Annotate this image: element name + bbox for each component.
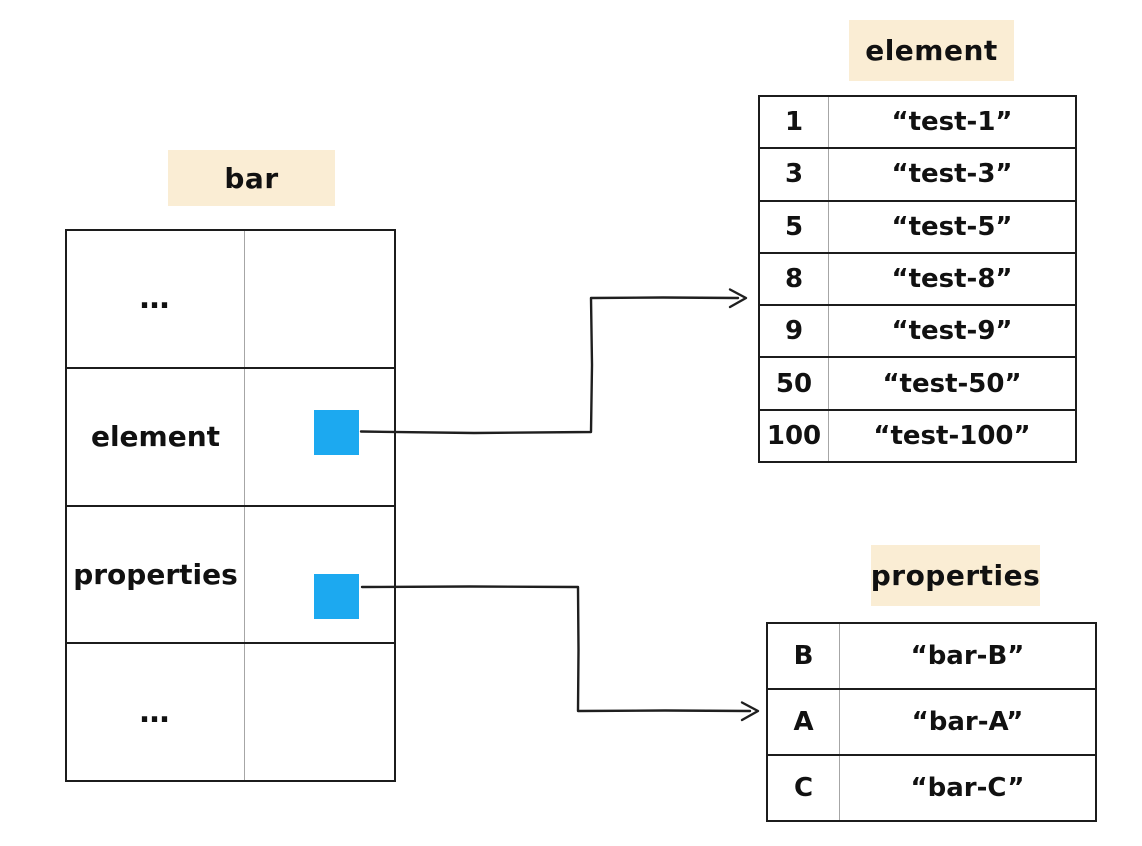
bar-struct-table: … element properties … (65, 229, 396, 782)
table-row: 50 “test-50” (760, 356, 1075, 409)
map-value: “test-8” (828, 253, 1075, 305)
map-value: “bar-B” (839, 624, 1095, 688)
table-row: 5 “test-5” (760, 199, 1075, 252)
map-key: 5 (784, 211, 804, 242)
map-key: 100 (766, 420, 822, 451)
table-row: 1 “test-1” (760, 97, 1075, 148)
bar-row-value-cell (244, 644, 394, 780)
map-value: “test-9” (828, 306, 1075, 357)
map-key: B (793, 641, 814, 671)
map-value: “bar-A” (839, 690, 1095, 754)
properties-arrow (360, 585, 752, 713)
properties-map-table: B “bar-B” A “bar-A” C “bar-C” (766, 622, 1097, 822)
table-row: … (67, 231, 394, 367)
table-row: 100 “test-100” (760, 408, 1075, 461)
properties-arrow-head (740, 701, 760, 722)
map-key: A (793, 707, 814, 737)
bar-row-label: element (90, 420, 221, 454)
table-row: properties (67, 504, 394, 643)
bar-row-label: … (139, 281, 172, 317)
map-key: C (793, 773, 814, 803)
table-row: 8 “test-8” (760, 251, 1075, 305)
element-title: element (865, 34, 998, 67)
map-key: 1 (784, 107, 804, 138)
properties-title-chip: properties (871, 545, 1040, 606)
properties-title: properties (870, 559, 1041, 592)
table-row: element (67, 366, 394, 505)
map-value: “test-5” (828, 201, 1075, 252)
map-value: “test-1” (828, 97, 1075, 148)
element-title-chip: element (849, 20, 1014, 81)
map-key: 8 (784, 263, 804, 294)
bar-title: bar (224, 161, 279, 195)
map-key: 9 (784, 316, 804, 347)
map-key: 50 (775, 368, 813, 399)
element-arrow-head (728, 288, 748, 309)
map-value: “bar-C” (839, 756, 1095, 820)
element-arrow (359, 296, 740, 435)
map-value: “test-3” (828, 149, 1075, 200)
bar-row-label: properties (73, 557, 238, 591)
properties-pointer-square (314, 574, 359, 619)
table-row: B “bar-B” (768, 624, 1095, 688)
table-row: C “bar-C” (768, 754, 1095, 820)
table-row: … (67, 642, 394, 780)
table-row: 3 “test-3” (760, 147, 1075, 200)
element-pointer-square (314, 410, 359, 455)
table-row: 9 “test-9” (760, 304, 1075, 357)
bar-row-label: … (139, 694, 172, 730)
map-value: “test-50” (828, 358, 1075, 409)
table-row: A “bar-A” (768, 688, 1095, 754)
bar-row-value-cell (244, 506, 394, 643)
map-key: 3 (784, 159, 804, 190)
bar-row-value-cell (244, 231, 394, 367)
element-map-table: 1 “test-1” 3 “test-3” 5 “test-5” 8 “test… (758, 95, 1077, 463)
map-value: “test-100” (828, 410, 1075, 461)
bar-row-value-cell (244, 368, 394, 505)
bar-title-chip: bar (168, 150, 335, 206)
